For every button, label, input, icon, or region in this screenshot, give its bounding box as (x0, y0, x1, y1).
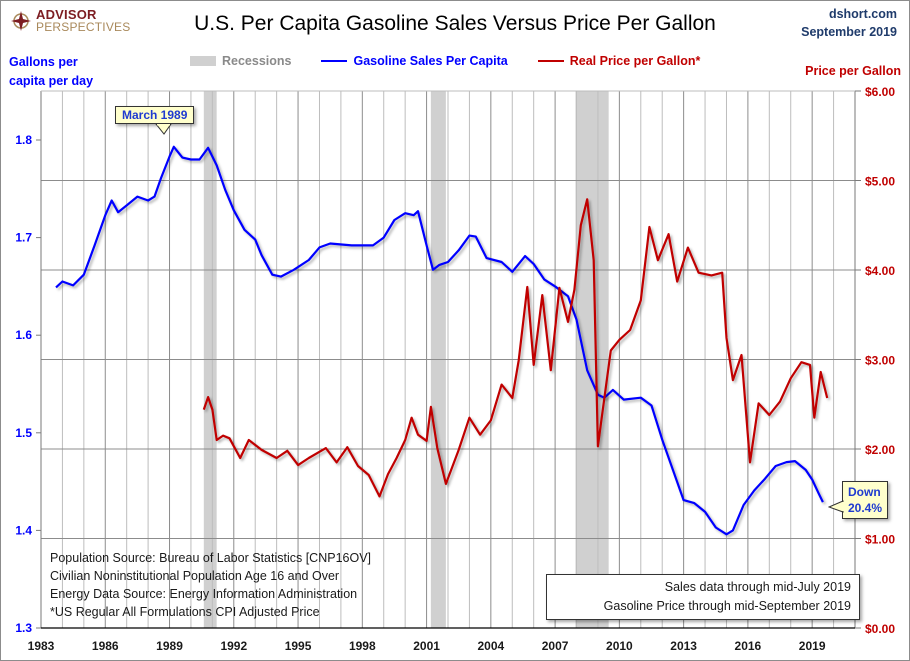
right-axis-tick-label: $5.00 (865, 175, 895, 189)
right-axis-tick-label: $3.00 (865, 354, 895, 368)
site-name: dshort.com (828, 7, 897, 21)
legend: Recessions Gasoline Sales Per Capita Rea… (190, 54, 730, 68)
source-attribution: dshort.com September 2019 (801, 5, 897, 41)
source-line: Population Source: Bureau of Labor Stati… (50, 551, 372, 565)
coverage-line: Sales data through mid-July 2019 (664, 580, 851, 594)
logo-text-top: ADVISOR (36, 7, 97, 22)
coverage-note: Sales data through mid-July 2019 Gasolin… (546, 574, 860, 620)
x-axis-tick-label: 2010 (606, 639, 633, 653)
compass-icon (10, 10, 32, 32)
x-axis-tick-label: 2019 (799, 639, 826, 653)
legend-label-price: Real Price per Gallon* (569, 54, 701, 68)
sources-note: Population Source: Bureau of Labor Stati… (50, 549, 371, 621)
peak-callout-text: March 1989 (122, 108, 188, 122)
x-axis-tick-label: 1998 (349, 639, 376, 653)
left-axis-title: Gallons per capita per day (9, 53, 93, 91)
recession-swatch (190, 56, 216, 66)
source-line: Energy Data Source: Energy Information A… (50, 587, 358, 601)
left-axis-title-line2: capita per day (9, 74, 94, 88)
price-line-swatch (537, 60, 564, 62)
source-line: Civilian Noninstitutional Population Age… (50, 569, 340, 583)
down-callout-line2: 20.4% (848, 501, 883, 515)
legend-label-recessions: Recessions (222, 54, 292, 68)
series (55, 145, 829, 536)
left-axis-title-line1: Gallons per (9, 55, 78, 69)
x-axis-tick-label: 1986 (92, 639, 119, 653)
down-callout-line1: Down (848, 485, 881, 499)
x-axis-tick-label: 2001 (413, 639, 440, 653)
price-line (202, 198, 829, 498)
x-axis-tick-label: 2004 (477, 639, 504, 653)
advisor-perspectives-logo: ADVISOR PERSPECTIVES (10, 7, 131, 34)
down-callout-pointer (828, 500, 844, 513)
left-axis-tick-label: 1.4 (15, 523, 32, 537)
left-axis-tick-label: 1.6 (15, 328, 32, 342)
right-axis-title: Price per Gallon (805, 64, 901, 78)
peak-callout: March 1989 (115, 106, 195, 124)
right-axis-tick-label: $6.00 (865, 85, 895, 99)
sales-line (55, 145, 824, 536)
legend-label-sales: Gasoline Sales Per Capita (353, 54, 508, 68)
right-axis-tick-label: $1.00 (865, 533, 895, 547)
x-axis-tick-label: 2013 (670, 639, 697, 653)
peak-callout-pointer (155, 124, 172, 135)
legend-item-price: Real Price per Gallon* (537, 54, 701, 68)
left-axis-tick-label: 1.5 (15, 426, 32, 440)
left-axis-tick-label: 1.7 (15, 231, 32, 245)
logo-text-bottom: PERSPECTIVES (36, 20, 131, 34)
x-axis-tick-label: 1995 (285, 639, 312, 653)
x-axis-tick-label: 1989 (156, 639, 183, 653)
sales-line-swatch (321, 60, 348, 62)
axes (36, 90, 861, 629)
chart-title: U.S. Per Capita Gasoline Sales Versus Pr… (194, 12, 716, 35)
x-axis-tick-label: 2007 (542, 639, 569, 653)
publish-date: September 2019 (801, 25, 897, 39)
right-axis-tick-label: $0.00 (865, 622, 895, 636)
legend-item-sales: Gasoline Sales Per Capita (321, 54, 508, 68)
tick-labels: 1.3 1.4 1.5 1.6 1.7 1.8 $0.00 $1.00 $2.00 $3.00 $4… (15, 85, 895, 653)
left-axis-tick-label: 1.8 (15, 133, 32, 147)
right-axis-tick-label: $4.00 (865, 264, 895, 278)
legend-item-recessions: Recessions (190, 54, 291, 68)
down-callout: Down 20.4% (842, 481, 889, 519)
left-axis-tick-label: 1.3 (15, 621, 32, 635)
x-axis-tick-label: 1992 (220, 639, 247, 653)
source-line: *US Regular All Formulations CPI Adjuste… (50, 605, 320, 619)
right-axis-tick-label: $2.00 (865, 443, 895, 457)
coverage-line: Gasoline Price through mid-September 201… (603, 599, 851, 613)
x-axis-tick-label: 1983 (28, 639, 55, 653)
x-axis-tick-label: 2016 (735, 639, 762, 653)
